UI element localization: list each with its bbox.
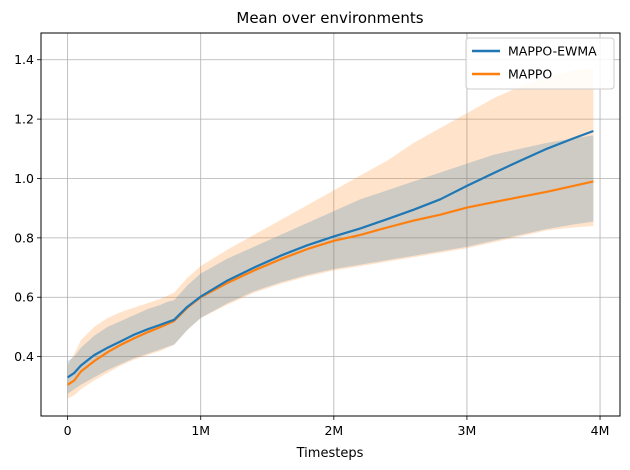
- y-tick-label: 1.4: [14, 52, 34, 67]
- confidence-bands: [67, 68, 594, 399]
- series-line-mappo: [66, 180, 594, 386]
- y-tick-label: 0.8: [14, 230, 34, 245]
- y-tick-label: 1.0: [14, 171, 34, 186]
- legend-label: MAPPO-EWMA: [508, 44, 597, 59]
- x-tick-label: 3M: [458, 423, 477, 438]
- x-tick-label: 0: [64, 423, 72, 438]
- x-tick-label: 4M: [591, 423, 610, 438]
- y-tick-label: 0.4: [14, 349, 34, 364]
- y-axis-ticks: 0.4 0.6 0.8 1.0 1.2 1.4: [14, 52, 41, 364]
- confidence-band-mappo-ewma: [67, 135, 594, 394]
- y-tick-label: 1.2: [14, 112, 34, 127]
- legend-label: MAPPO: [508, 67, 552, 82]
- series-line-mappo-ewma: [66, 129, 594, 379]
- x-tick-label: 1M: [191, 423, 210, 438]
- legend-box: [465, 37, 615, 90]
- plot-frame: [40, 32, 621, 417]
- y-tick-label: 0.6: [14, 290, 34, 305]
- x-axis-ticks: 0 1M 2M 3M 4M: [64, 416, 610, 438]
- legend: MAPPO-EWMA MAPPO: [465, 37, 615, 90]
- confidence-band-mappo: [67, 68, 594, 399]
- grid: [41, 33, 620, 416]
- series-lines: [66, 129, 594, 386]
- x-tick-label: 2M: [324, 423, 343, 438]
- chart-title: Mean over environments: [236, 9, 423, 27]
- x-axis-label: Timesteps: [296, 446, 364, 461]
